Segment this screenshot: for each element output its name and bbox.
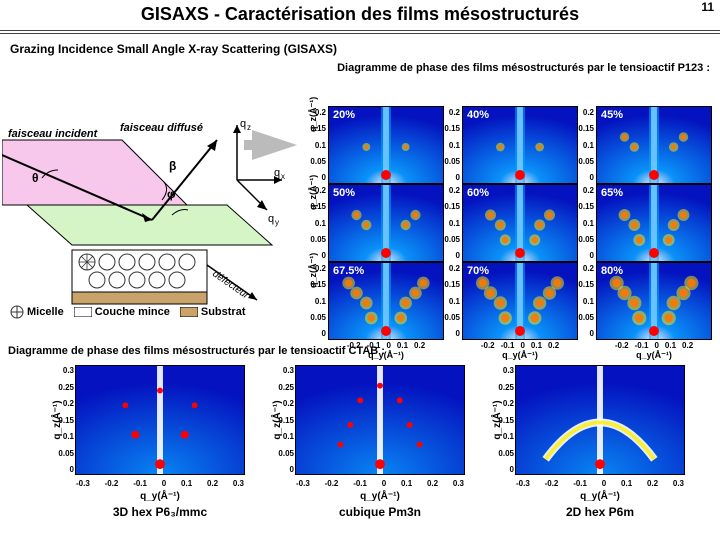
rule-line-2	[0, 33, 720, 34]
page-number: 11	[701, 0, 714, 14]
caption-p123: Diagramme de phase des films mésostructu…	[0, 60, 720, 76]
header: GISAXS - Caractérisation des films mésos…	[0, 0, 720, 34]
p123-panel-4: 0.20.150.10.050 60%	[444, 184, 578, 262]
p123-panel-5: 0.20.150.10.050 65%	[578, 184, 712, 262]
svg-text:q: q	[268, 213, 274, 225]
subtitle: Grazing Incidence Small Angle X-ray Scat…	[0, 34, 720, 60]
legend: Micelle Couche mince Substrat	[10, 305, 246, 319]
ctab-panel-0: 0.30.250.20.150.10.050 -0.3-0.2-0.100.10…	[75, 365, 245, 519]
legend-micelle: Micelle	[10, 305, 64, 319]
ctab-panel-2: 0.30.250.20.150.10.050 -0.3-0.2-0.100.10…	[515, 365, 685, 519]
legend-substrat: Substrat	[180, 306, 246, 318]
y-axis-label: q_z(Å⁻¹)	[308, 97, 319, 132]
legend-micelle-label: Micelle	[27, 306, 64, 318]
y-axis-label: q_z(Å⁻¹)	[308, 175, 319, 210]
ctab-panel-row: 0.30.250.20.150.10.050 -0.3-0.2-0.100.10…	[70, 365, 690, 519]
svg-text:β: β	[169, 159, 176, 173]
p123-panel-grid: 0.20.150.10.050 20% 0.20.150.10.050	[310, 106, 718, 361]
svg-text:θ: θ	[32, 171, 39, 185]
svg-text:φ: φ	[167, 187, 176, 201]
svg-text:q: q	[240, 118, 246, 130]
page-title: GISAXS - Caractérisation des films mésos…	[0, 0, 720, 25]
legend-couche-label: Couche mince	[95, 306, 170, 318]
p123-panel-2: 0.20.150.10.050 45%	[578, 106, 712, 184]
label-diffuse: faisceau diffusé	[120, 122, 203, 134]
p123-panel-6: 0.20.150.10.050 67.5%	[310, 262, 444, 340]
caption-ctab: Diagramme de phase des films mésostructu…	[8, 345, 385, 357]
svg-text:x: x	[281, 172, 285, 181]
p123-panel-8: 0.20.150.10.050 80%	[578, 262, 712, 340]
y-axis-label: q_z(Å⁻¹)	[308, 253, 319, 288]
legend-substrat-label: Substrat	[201, 306, 246, 318]
rule-line-1	[0, 30, 720, 31]
legend-couche: Couche mince	[74, 306, 170, 318]
p123-panel-1: 0.20.150.10.050 40%	[444, 106, 578, 184]
p123-panel-0: 0.20.150.10.050 20%	[310, 106, 444, 184]
svg-text:z: z	[247, 123, 251, 132]
p123-panel-7: 0.20.150.10.050 70%	[444, 262, 578, 340]
svg-text:q: q	[274, 167, 280, 179]
label-incident: faisceau incident	[8, 128, 97, 140]
svg-text:y: y	[275, 218, 279, 227]
p123-panel-3: 0.20.150.10.050 50%	[310, 184, 444, 262]
ctab-panel-1: 0.30.250.20.150.10.050 -0.3-0.2-0.100.10…	[295, 365, 465, 519]
svg-text:défecteur: défecteur	[210, 268, 251, 301]
